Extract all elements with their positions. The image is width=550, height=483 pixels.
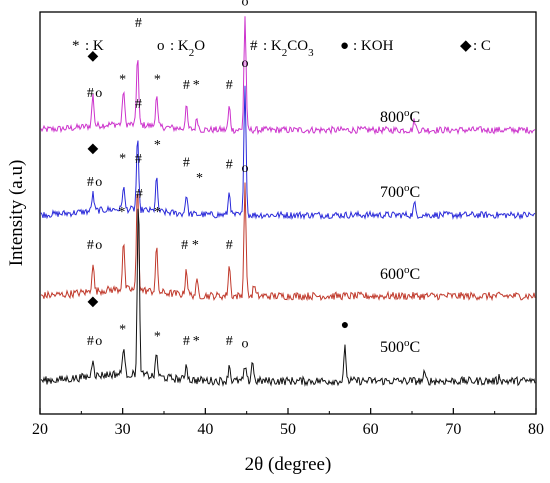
- x-tick-label: 30: [115, 421, 131, 438]
- phase-marker: o: [95, 334, 102, 349]
- legend-item: o : K2O: [157, 38, 205, 59]
- phase-marker: #: [226, 78, 233, 93]
- series-label: 800oC: [380, 107, 420, 126]
- x-axis-label: 2θ (degree): [245, 454, 332, 475]
- phase-marker: #: [135, 16, 142, 31]
- phase-marker: *: [154, 205, 161, 220]
- phase-marker: ◆: [88, 294, 99, 309]
- series-label: 500oC: [380, 337, 420, 356]
- plot-frame: [39, 11, 537, 415]
- series-labels: 800oC 700oC 600oC 500oC: [380, 107, 420, 356]
- phase-marker: *: [118, 205, 125, 220]
- phase-marker: #: [181, 238, 188, 253]
- legend-symbol: o: [157, 38, 165, 54]
- phase-marker: #: [87, 334, 94, 349]
- y-axis-label: Intensity (a.u): [6, 160, 27, 267]
- phase-marker: #: [183, 334, 190, 349]
- phase-marker: *: [119, 151, 126, 166]
- phase-marker: *: [193, 78, 200, 93]
- legend-label: : K2CO3: [263, 38, 314, 59]
- phase-marker: o: [95, 175, 102, 190]
- legend-symbol: ◆: [460, 38, 472, 54]
- phase-marker: o: [242, 0, 249, 9]
- legend-label: : KOH: [353, 38, 394, 54]
- legend-item: # : K2CO3: [250, 38, 314, 59]
- x-tick-label: 60: [363, 421, 379, 438]
- phase-marker: #: [226, 238, 233, 253]
- x-tick-label: 50: [280, 421, 296, 438]
- phase-marker: o: [95, 86, 102, 101]
- legend-label: : C: [473, 38, 491, 54]
- legend-item: ●: KOH: [340, 38, 394, 54]
- phase-marker: #: [87, 175, 94, 190]
- legend-item: * : K: [72, 38, 104, 54]
- phase-marker: #: [226, 334, 233, 349]
- x-tick-label: 40: [197, 421, 213, 438]
- phase-marker: #: [135, 97, 142, 112]
- phase-marker: #: [136, 187, 143, 202]
- series-line: [40, 182, 536, 302]
- series-layer: [40, 16, 536, 387]
- phase-marker: #: [135, 152, 142, 167]
- phase-marker: o: [242, 337, 249, 352]
- phase-marker: #: [226, 157, 233, 172]
- phase-marker: *: [119, 323, 126, 338]
- phase-marker: *: [154, 138, 161, 153]
- phase-marker: *: [193, 334, 200, 349]
- x-tick-label: 70: [445, 421, 461, 438]
- series-label: 600oC: [380, 264, 420, 283]
- series-line: [40, 85, 536, 221]
- phase-marker: *: [192, 238, 199, 253]
- phase-marker: *: [196, 171, 203, 186]
- phase-marker: *: [154, 72, 161, 87]
- x-axis: 20 30 40 50 60 70 80: [32, 408, 544, 438]
- legend-symbol: ●: [340, 38, 349, 54]
- legend: * : K o : K2O # : K2CO3 ●: KOH ◆: C: [72, 38, 491, 59]
- phase-marker: o: [242, 161, 249, 176]
- phase-marker: o: [242, 56, 249, 71]
- series-line: [40, 16, 536, 136]
- phase-markers: ◆# o*#* # * #o◆# o*#*#*#o# o*#*# * #o◆# o*#* # * # o●: [87, 0, 349, 352]
- phase-marker: #: [183, 155, 190, 170]
- phase-marker: ◆: [88, 142, 99, 157]
- series-line: [40, 208, 536, 387]
- phase-marker: #: [183, 78, 190, 93]
- phase-marker: ●: [341, 318, 349, 333]
- x-tick-label: 80: [528, 421, 544, 438]
- phase-marker: *: [154, 330, 161, 345]
- phase-marker: o: [95, 238, 102, 253]
- phase-marker: #: [87, 86, 94, 101]
- legend-symbol: #: [250, 38, 258, 54]
- phase-marker: ◆: [88, 49, 99, 64]
- phase-marker: *: [119, 72, 126, 87]
- legend-symbol: *: [72, 38, 80, 54]
- series-label: 700oC: [380, 182, 420, 201]
- legend-label: : K2O: [170, 38, 205, 59]
- x-tick-label: 20: [32, 421, 48, 438]
- legend-label: : K: [85, 38, 104, 54]
- phase-marker: #: [87, 238, 94, 253]
- legend-item: ◆: C: [460, 38, 491, 54]
